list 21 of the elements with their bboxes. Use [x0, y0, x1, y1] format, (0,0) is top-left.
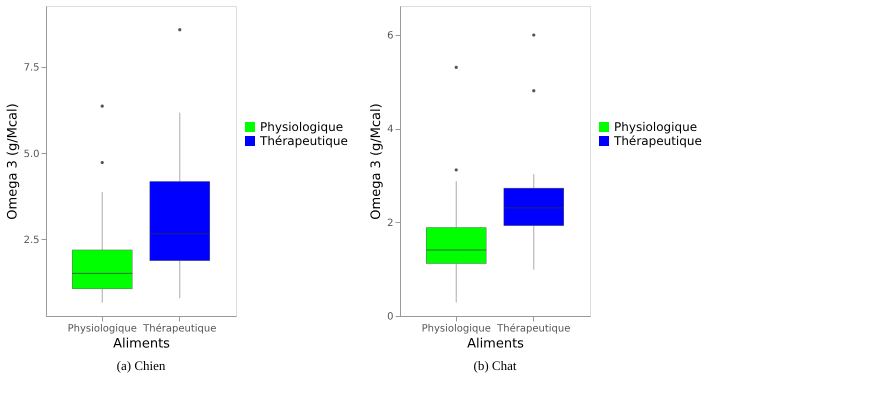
y-tick-label: 5.0: [24, 148, 40, 160]
legend-label: Thérapeutique: [259, 134, 348, 148]
x-tick-label: Physiologique: [68, 324, 137, 334]
x-axis-title: Aliments: [113, 336, 170, 352]
legend-label: Physiologique: [260, 120, 344, 134]
x-tick-label: Physiologique: [422, 324, 491, 334]
y-tick-label: 6: [387, 30, 394, 42]
x-tick-label: Thérapeutique: [142, 324, 216, 334]
x-tick-label: Thérapeutique: [496, 324, 570, 334]
text: (a) Chien: [116, 358, 166, 373]
y-tick-label: 2.5: [24, 234, 40, 246]
text: (b) Chat: [474, 358, 517, 373]
y-axis-title: Omega 3 (g/Mcal): [6, 103, 21, 220]
y-tick-label: 7.5: [24, 62, 40, 74]
y-tick-label: 0: [387, 312, 394, 322]
legend-label: Physiologique: [614, 120, 698, 134]
y-tick-label: 2: [387, 218, 394, 229]
legend-label: Thérapeutique: [613, 134, 702, 148]
y-axis-title: Omega 3 (g/Mcal): [369, 103, 384, 220]
x-axis-title: Aliments: [467, 336, 524, 352]
y-tick-label: 4: [387, 124, 394, 136]
